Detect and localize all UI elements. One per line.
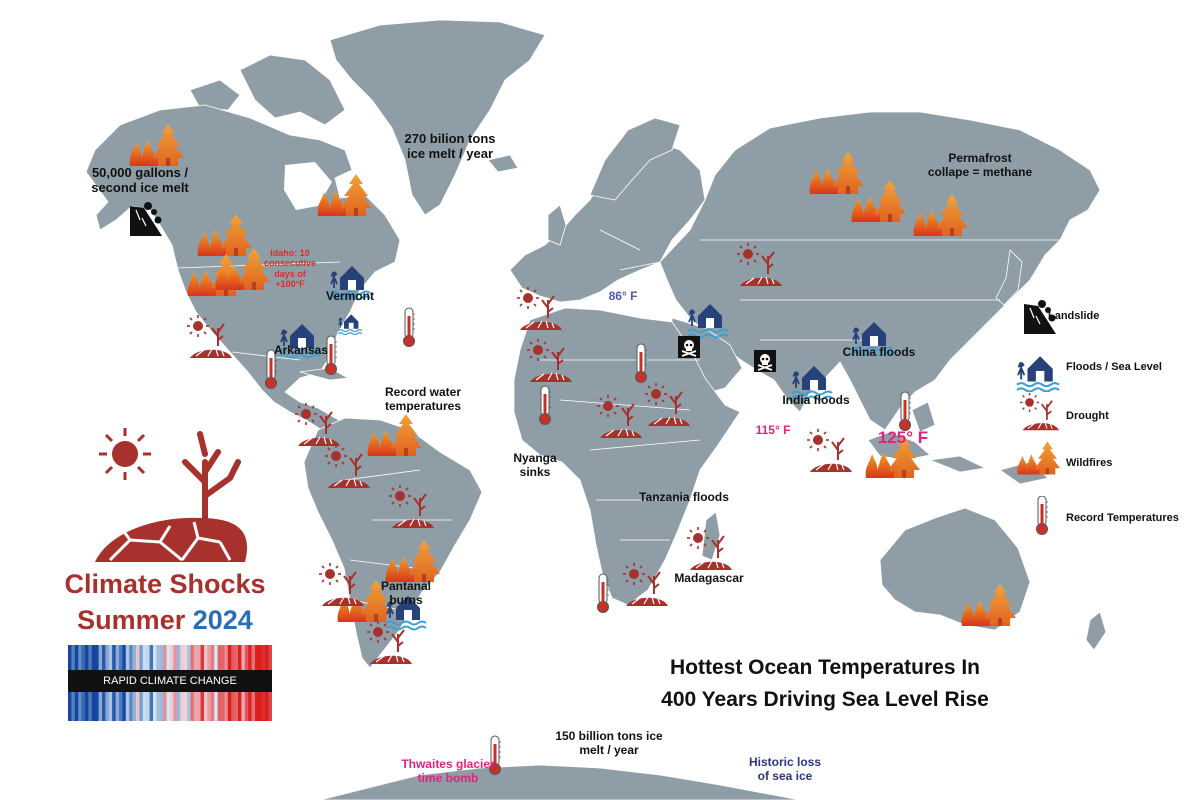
label-vermont: Vermont: [325, 289, 374, 303]
skull-icon: [753, 349, 777, 373]
skull-icon: [677, 335, 701, 359]
label-thwaites: Thwaites glacier time bomb: [401, 757, 495, 785]
legend-label-landslide: Landslide: [1048, 310, 1100, 322]
legend-thermometer-icon: [1036, 496, 1049, 535]
label-alaska: 50,000 gallons / second ice melt: [91, 165, 189, 195]
label-greenland: 270 bilion tons ice melt / year: [404, 131, 496, 161]
label-86f: 86° F: [608, 289, 638, 303]
label-115f: 115° F: [755, 423, 791, 437]
title-year: 2024: [192, 605, 253, 635]
australia-landmass: [879, 507, 1031, 631]
legend-drought-icon: [1019, 392, 1061, 432]
thermometer-icon: [597, 573, 610, 613]
label-nyanga: Nyanga sinks: [513, 451, 557, 479]
label-pantanal: Pantanal burns: [380, 579, 431, 607]
headline-line-1: Hottest Ocean Temperatures In: [669, 656, 981, 679]
africa-landmass: [513, 307, 741, 606]
drought-icon: [806, 428, 853, 473]
stripes-label: RAPID CLIMATE CHANGE: [68, 670, 272, 692]
title-line-1: Climate Shocks: [64, 569, 266, 599]
title-summer: Summer: [77, 605, 186, 635]
label-sea-ice: Historic loss of sea ice: [748, 755, 822, 783]
antarctica-landmass: [319, 764, 801, 800]
label-antarctic-melt: 150 billion tons ice melt / year: [555, 729, 663, 757]
legend-label-record-temps: Record Temperatures: [1066, 512, 1179, 524]
label-permafrost: Permafrost collape = methane: [927, 151, 1033, 179]
headline-line-2: 400 Years Driving Sea Level Rise: [661, 688, 989, 711]
label-125f: 125° F: [877, 428, 929, 447]
label-tanzania: Tanzania floods: [639, 490, 729, 504]
thermometer-icon: [635, 343, 648, 383]
legend-label-drought: Drought: [1066, 410, 1109, 422]
thermometer-icon: [403, 307, 416, 347]
thermometer-icon: [539, 385, 552, 425]
title-line-2: Summer 2024: [40, 604, 290, 636]
climate-shocks-emblem: [95, 428, 248, 562]
legend-wildfire-icon: [1017, 441, 1060, 475]
greenland-landmass: [329, 19, 546, 216]
label-record-water: Record water temperatures: [384, 385, 462, 413]
legend-label-floods: Floods / Sea Level: [1066, 361, 1162, 373]
label-india-floods: India floods: [782, 393, 850, 407]
thermometer-icon: [899, 391, 912, 431]
label-idaho: Idaho: 10 consecutive days of +100°F: [263, 248, 317, 290]
arctic-islands: [239, 54, 346, 126]
label-madagascar: Madagascar: [674, 571, 744, 585]
label-arkansas: Arkansas: [273, 343, 329, 357]
label-china-floods: China floods: [842, 345, 916, 359]
legend-label-wildfires: Wildfires: [1066, 457, 1113, 469]
legend-flood-icon: [1016, 355, 1060, 392]
